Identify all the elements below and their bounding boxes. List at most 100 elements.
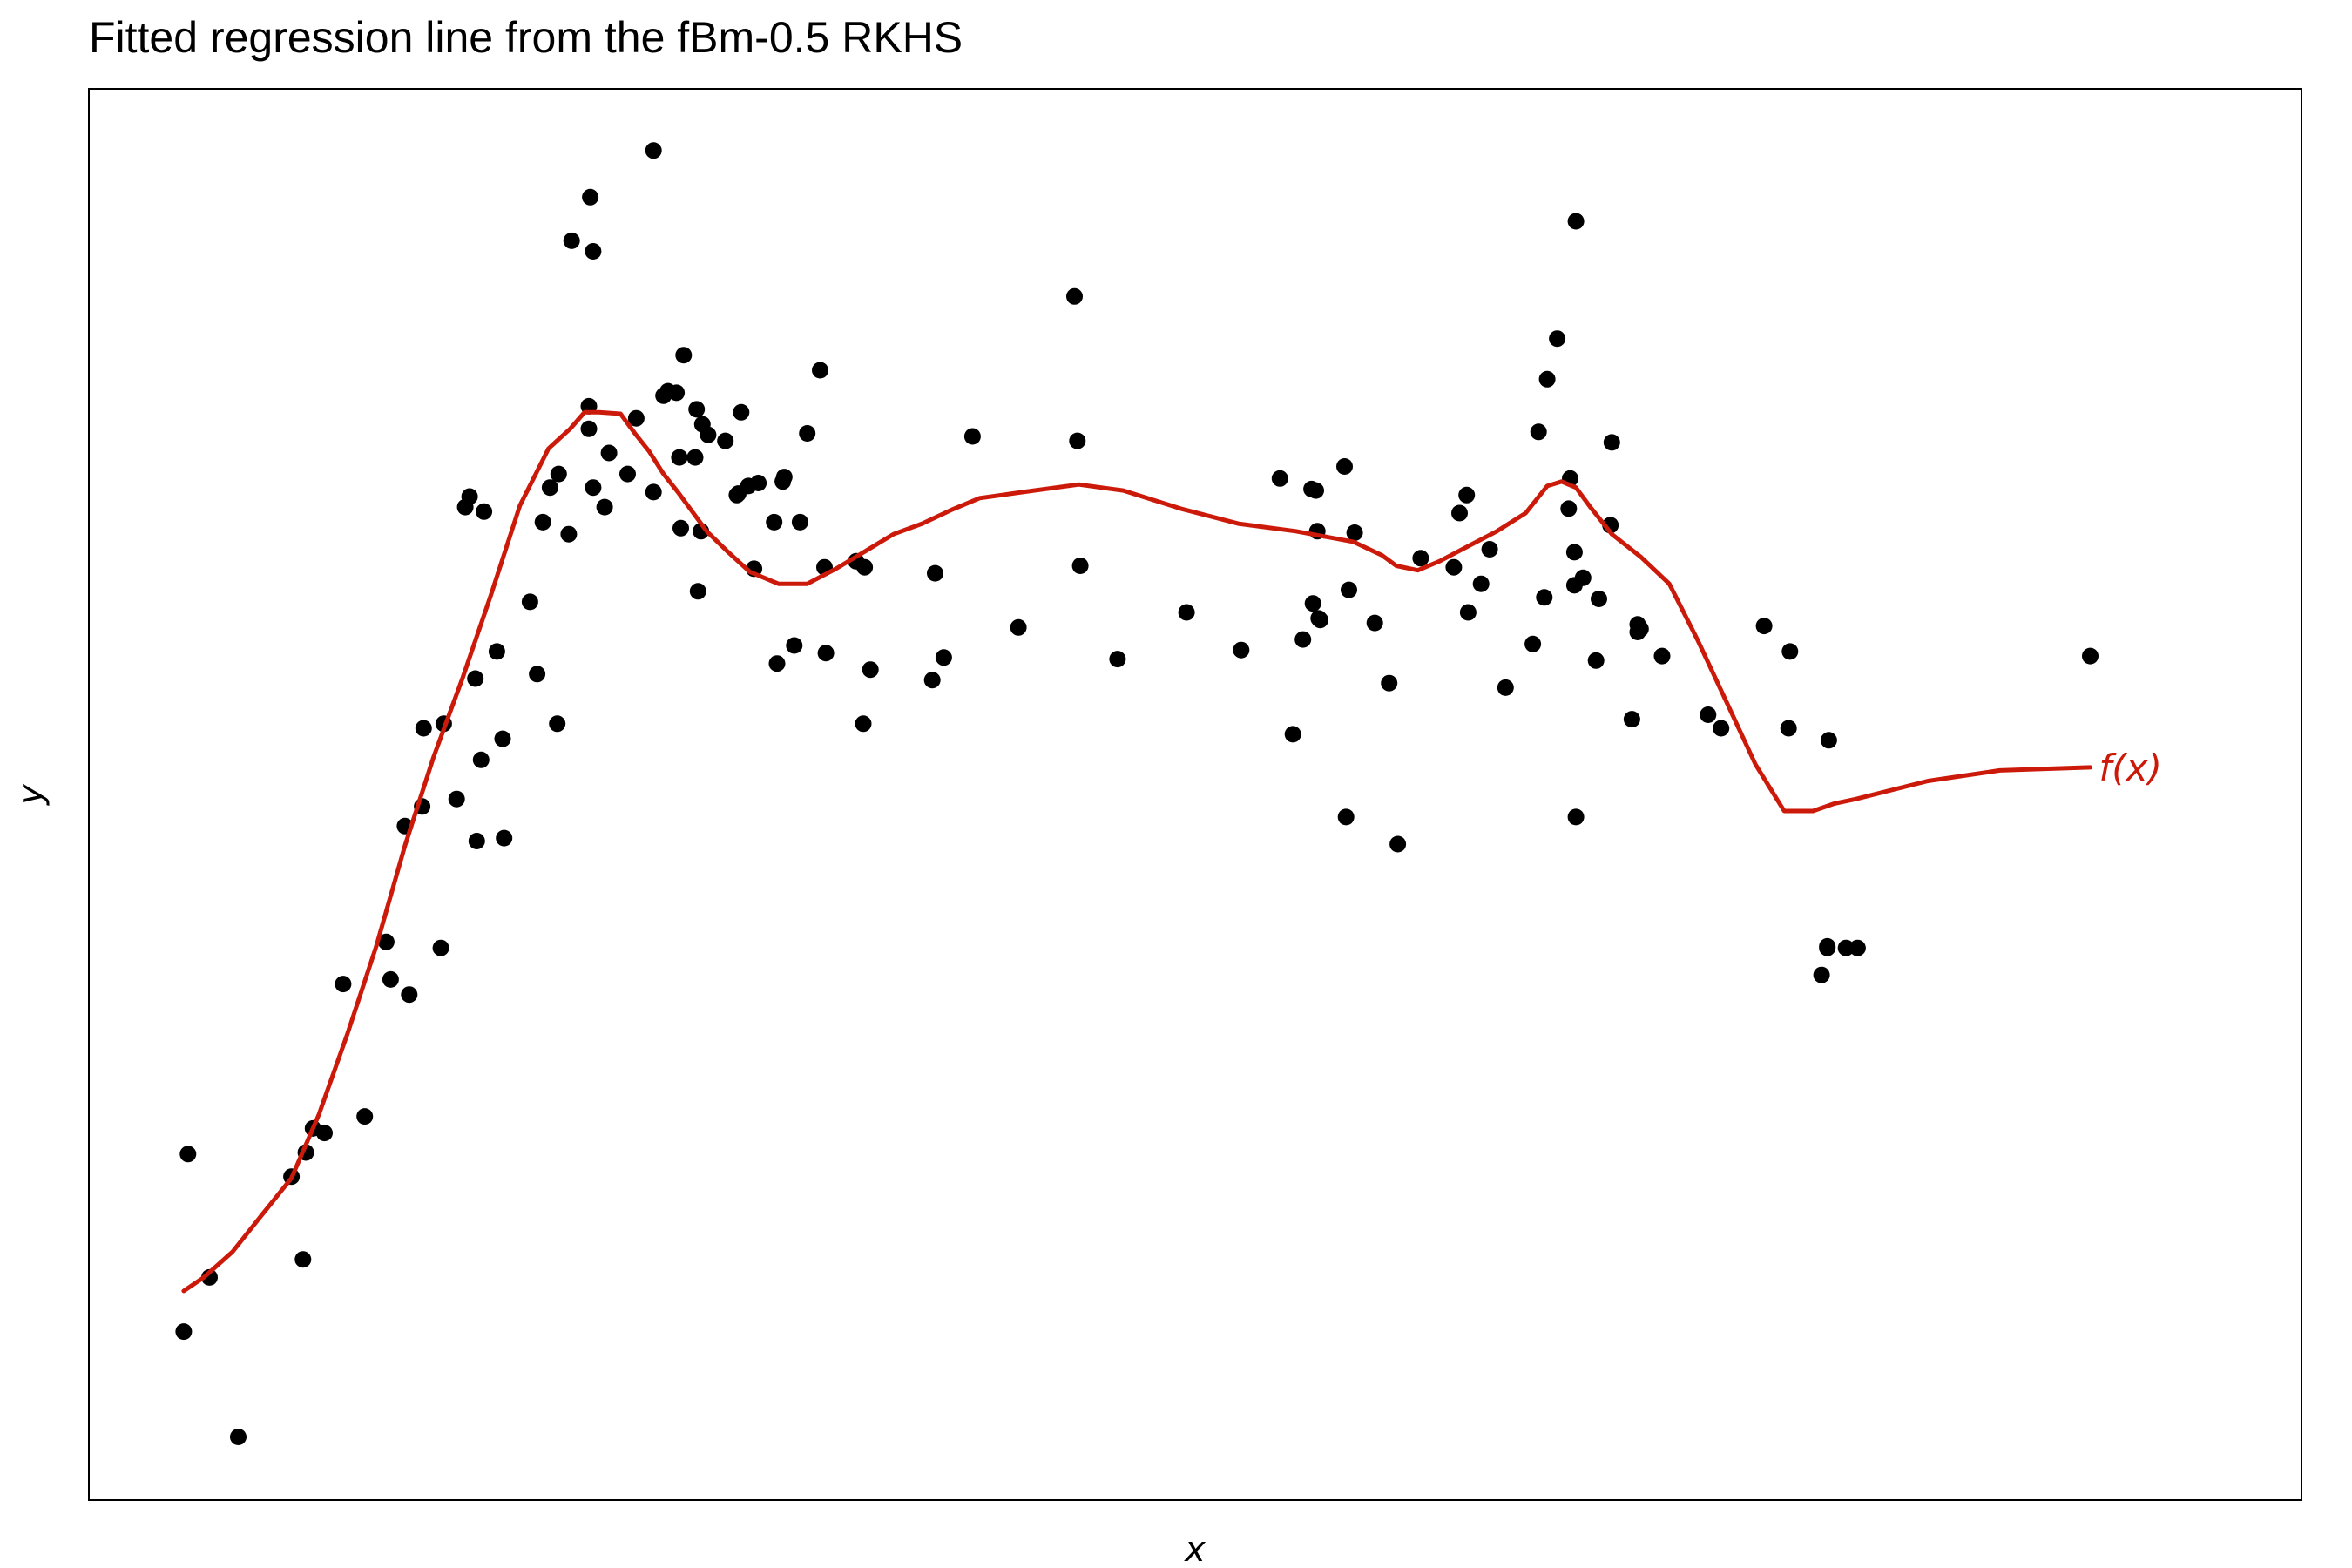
data-point-69 [768, 655, 786, 672]
data-point-1 [175, 1323, 193, 1341]
data-point-109 [1412, 550, 1429, 567]
data-point-124 [1565, 544, 1583, 561]
data-point-75 [812, 362, 828, 379]
data-point-101 [1312, 612, 1328, 629]
data-point-142 [1780, 720, 1797, 737]
data-point-39 [580, 420, 598, 437]
data-point-56 [686, 449, 704, 466]
y-axis-label: y [10, 783, 51, 806]
data-point-18 [432, 939, 449, 956]
data-point-104 [1341, 581, 1357, 598]
fit-line-label: f(x) [2099, 747, 2162, 789]
data-point-80 [855, 715, 872, 733]
data-point-31 [529, 666, 546, 683]
data-point-141 [1781, 643, 1799, 660]
data-point-90 [1109, 651, 1126, 668]
data-point-133 [1623, 711, 1640, 728]
data-point-91 [1178, 604, 1195, 621]
data-point-120 [1538, 370, 1556, 388]
data-point-116 [1497, 679, 1514, 696]
data-point-30 [521, 593, 538, 611]
data-point-37 [563, 232, 580, 249]
data-point-2 [179, 1146, 197, 1163]
data-point-97 [1304, 595, 1321, 612]
data-point-71 [775, 469, 793, 486]
data-point-107 [1381, 674, 1398, 692]
data-points [175, 142, 2099, 1445]
data-point-61 [717, 432, 734, 449]
data-point-13 [382, 970, 399, 988]
data-point-117 [1524, 635, 1542, 652]
data-point-98 [1308, 482, 1324, 499]
data-point-85 [963, 428, 981, 445]
data-point-40 [582, 188, 599, 206]
data-point-82 [923, 672, 941, 689]
data-point-130 [1591, 591, 1607, 607]
data-point-15 [401, 986, 418, 1004]
data-point-128 [1574, 569, 1592, 586]
data-point-68 [766, 513, 783, 531]
data-point-42 [585, 243, 602, 260]
data-point-88 [1069, 432, 1086, 449]
data-point-143 [1813, 966, 1830, 983]
data-point-89 [1071, 558, 1089, 574]
data-point-148 [1848, 939, 1866, 956]
data-point-137 [1653, 647, 1671, 665]
data-point-41 [585, 479, 602, 497]
data-point-126 [1567, 213, 1585, 230]
data-point-28 [494, 730, 511, 747]
data-point-26 [476, 503, 493, 520]
data-point-140 [1755, 618, 1773, 635]
data-point-81 [862, 661, 879, 679]
data-point-53 [672, 519, 689, 537]
data-point-79 [856, 558, 874, 576]
plot-frame [88, 88, 2302, 1501]
data-point-24 [468, 833, 485, 849]
data-point-86 [1010, 618, 1027, 636]
data-point-129 [1587, 652, 1605, 669]
data-point-138 [1700, 706, 1717, 723]
data-point-95 [1294, 631, 1312, 648]
data-point-145 [1819, 939, 1836, 956]
data-point-108 [1389, 835, 1407, 853]
data-point-92 [1233, 641, 1250, 659]
data-point-103 [1337, 808, 1355, 826]
data-point-33 [541, 479, 558, 497]
data-point-102 [1336, 458, 1353, 475]
data-point-22 [461, 488, 478, 505]
data-point-25 [472, 751, 490, 768]
data-point-54 [675, 347, 693, 364]
data-point-106 [1366, 614, 1383, 632]
data-point-20 [448, 790, 465, 808]
chart-title: Fitted regression line from the fBm-0.5 … [89, 13, 963, 62]
data-point-34 [549, 715, 566, 733]
data-point-4 [230, 1429, 247, 1445]
data-point-52 [671, 449, 688, 466]
data-point-83 [927, 564, 943, 582]
data-point-45 [619, 465, 636, 483]
data-point-93 [1271, 470, 1288, 487]
data-point-115 [1481, 541, 1498, 558]
data-point-72 [786, 637, 803, 654]
data-point-51 [668, 384, 686, 402]
data-point-23 [467, 670, 484, 687]
data-point-94 [1284, 726, 1301, 743]
data-point-111 [1451, 504, 1468, 522]
data-point-12 [377, 933, 395, 950]
data-point-9 [316, 1125, 333, 1142]
data-point-149 [2082, 647, 2099, 665]
data-point-17 [415, 720, 432, 737]
data-point-10 [335, 976, 352, 993]
data-point-36 [560, 525, 578, 543]
data-point-118 [1530, 423, 1547, 441]
data-point-84 [935, 649, 952, 666]
data-point-43 [596, 498, 613, 516]
data-point-48 [645, 142, 662, 159]
data-point-67 [750, 475, 767, 491]
data-point-136 [1632, 620, 1649, 638]
data-point-112 [1458, 486, 1476, 504]
data-point-110 [1445, 558, 1463, 576]
data-point-55 [688, 401, 706, 418]
data-point-87 [1066, 287, 1083, 305]
